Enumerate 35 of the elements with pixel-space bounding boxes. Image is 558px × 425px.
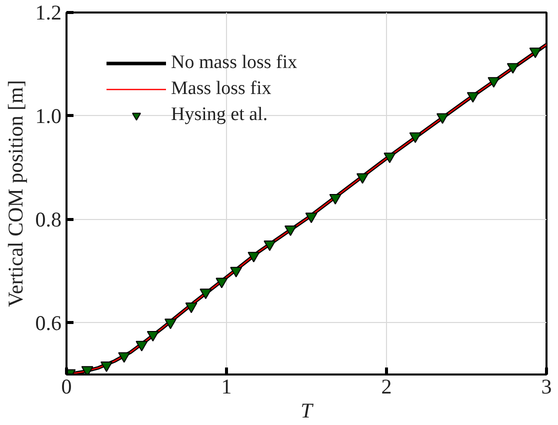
point <box>529 48 542 58</box>
point <box>146 331 159 342</box>
legend-label: Mass loss fix <box>171 78 272 100</box>
point <box>284 226 296 236</box>
y-axis-title: Vertical COM position [m] <box>3 80 28 307</box>
point <box>216 278 228 288</box>
point <box>436 113 448 124</box>
point <box>305 212 318 224</box>
x-tick-label: 3 <box>541 374 552 398</box>
legend-label: No mass loss fix <box>171 52 298 74</box>
y-tick-label: 0.6 <box>35 310 62 335</box>
point <box>488 77 500 88</box>
y-tick-label: 1.2 <box>35 0 62 24</box>
point <box>100 362 112 372</box>
point <box>384 152 396 164</box>
y-tick-label: 0.8 <box>35 207 62 232</box>
point <box>136 340 148 352</box>
legend-label: Hysing et al. <box>171 104 268 126</box>
x-axis-title: T <box>300 398 314 422</box>
point <box>118 352 130 363</box>
y-tick-label: 1.0 <box>35 104 62 128</box>
x-tick-label: 1 <box>221 374 232 398</box>
x-tick-label: 2 <box>381 374 392 398</box>
x-tick-label: 0 <box>61 374 72 398</box>
point <box>185 302 198 314</box>
point <box>506 63 519 74</box>
point <box>409 132 422 143</box>
point <box>264 240 276 252</box>
point <box>248 252 260 262</box>
point <box>329 194 342 204</box>
point <box>356 173 368 184</box>
point <box>230 266 242 278</box>
point <box>466 92 479 103</box>
point <box>200 288 212 300</box>
point <box>164 318 176 330</box>
